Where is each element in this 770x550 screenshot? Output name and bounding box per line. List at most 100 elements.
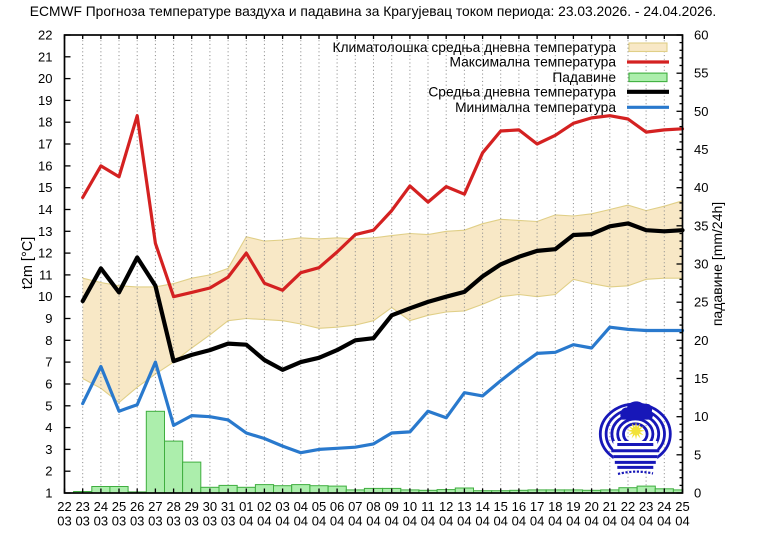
- svg-text:40: 40: [694, 180, 708, 195]
- svg-text:17: 17: [530, 499, 544, 514]
- svg-text:03: 03: [57, 514, 71, 529]
- svg-text:22: 22: [621, 499, 635, 514]
- svg-text:55: 55: [694, 66, 708, 81]
- svg-text:04: 04: [621, 514, 635, 529]
- svg-text:27: 27: [148, 499, 162, 514]
- svg-text:21: 21: [38, 49, 52, 64]
- svg-text:04: 04: [584, 514, 598, 529]
- svg-text:04: 04: [294, 499, 308, 514]
- svg-text:03: 03: [130, 514, 144, 529]
- svg-text:8: 8: [45, 333, 52, 348]
- svg-text:04: 04: [675, 514, 689, 529]
- svg-text:30: 30: [203, 499, 217, 514]
- svg-text:03: 03: [221, 514, 235, 529]
- svg-text:06: 06: [330, 499, 344, 514]
- svg-text:02: 02: [257, 499, 271, 514]
- svg-text:04: 04: [548, 514, 562, 529]
- svg-text:03: 03: [112, 514, 126, 529]
- svg-text:22: 22: [57, 499, 71, 514]
- svg-text:03: 03: [275, 499, 289, 514]
- svg-text:24: 24: [94, 499, 108, 514]
- svg-text:15: 15: [38, 180, 52, 195]
- svg-text:31: 31: [221, 499, 235, 514]
- svg-text:04: 04: [530, 514, 544, 529]
- svg-text:09: 09: [384, 499, 398, 514]
- svg-text:60: 60: [694, 28, 708, 43]
- svg-text:11: 11: [421, 499, 435, 514]
- svg-text:9: 9: [45, 311, 52, 326]
- svg-text:20: 20: [584, 499, 598, 514]
- svg-text:04: 04: [403, 514, 417, 529]
- svg-text:04: 04: [312, 514, 326, 529]
- svg-text:16: 16: [512, 499, 526, 514]
- svg-text:ECMWF Прогноза температуре ваз: ECMWF Прогноза температуре ваздуха и пад…: [30, 4, 716, 19]
- svg-text:18: 18: [548, 499, 562, 514]
- svg-text:Минимална температура: Минимална температура: [455, 100, 616, 115]
- svg-text:3: 3: [45, 442, 52, 457]
- svg-text:25: 25: [675, 499, 689, 514]
- svg-text:19: 19: [566, 499, 580, 514]
- svg-text:04: 04: [366, 514, 380, 529]
- svg-text:7: 7: [45, 355, 52, 370]
- svg-text:падавине [mm/24h]: падавине [mm/24h]: [709, 202, 725, 326]
- svg-text:04: 04: [330, 514, 344, 529]
- svg-text:50: 50: [694, 104, 708, 119]
- svg-text:01: 01: [239, 499, 253, 514]
- svg-text:04: 04: [239, 514, 253, 529]
- svg-text:20: 20: [38, 71, 52, 86]
- svg-text:30: 30: [694, 257, 708, 272]
- svg-text:5: 5: [694, 447, 701, 462]
- svg-text:Падавине: Падавине: [552, 70, 616, 85]
- svg-text:04: 04: [603, 514, 617, 529]
- svg-text:04: 04: [421, 514, 435, 529]
- svg-text:Максимална температура: Максимална температура: [449, 55, 616, 70]
- svg-text:04: 04: [639, 514, 653, 529]
- svg-text:04: 04: [493, 514, 507, 529]
- svg-text:5: 5: [45, 398, 52, 413]
- svg-text:04: 04: [657, 514, 671, 529]
- svg-text:12: 12: [439, 499, 453, 514]
- svg-text:10: 10: [694, 409, 708, 424]
- svg-text:1: 1: [45, 486, 52, 501]
- svg-text:0: 0: [694, 486, 701, 501]
- svg-text:19: 19: [38, 93, 52, 108]
- svg-text:6: 6: [45, 377, 52, 392]
- svg-text:26: 26: [130, 499, 144, 514]
- svg-text:04: 04: [384, 514, 398, 529]
- svg-text:10: 10: [38, 289, 52, 304]
- svg-text:2: 2: [45, 464, 52, 479]
- svg-text:15: 15: [694, 371, 708, 386]
- svg-text:20: 20: [694, 333, 708, 348]
- svg-text:18: 18: [38, 115, 52, 130]
- svg-text:35: 35: [694, 218, 708, 233]
- svg-text:14: 14: [475, 499, 489, 514]
- svg-text:25: 25: [112, 499, 126, 514]
- svg-text:03: 03: [166, 514, 180, 529]
- svg-text:04: 04: [275, 514, 289, 529]
- svg-text:14: 14: [38, 202, 52, 217]
- svg-text:Средња дневна температура: Средња дневна температура: [428, 84, 616, 99]
- svg-text:10: 10: [403, 499, 417, 514]
- svg-text:t2m [°C]: t2m [°C]: [20, 237, 36, 290]
- svg-text:03: 03: [75, 514, 89, 529]
- svg-text:13: 13: [38, 224, 52, 239]
- svg-text:45: 45: [694, 142, 708, 157]
- svg-text:15: 15: [493, 499, 507, 514]
- svg-text:08: 08: [366, 499, 380, 514]
- svg-text:04: 04: [512, 514, 526, 529]
- svg-text:12: 12: [38, 246, 52, 261]
- svg-text:03: 03: [148, 514, 162, 529]
- svg-text:11: 11: [39, 267, 53, 282]
- svg-text:04: 04: [475, 514, 489, 529]
- svg-text:04: 04: [257, 514, 271, 529]
- svg-text:22: 22: [38, 28, 52, 43]
- svg-text:04: 04: [439, 514, 453, 529]
- svg-text:04: 04: [348, 514, 362, 529]
- svg-text:03: 03: [94, 514, 108, 529]
- svg-text:29: 29: [184, 499, 198, 514]
- svg-text:05: 05: [312, 499, 326, 514]
- svg-text:23: 23: [75, 499, 89, 514]
- svg-text:16: 16: [38, 158, 52, 173]
- svg-text:Климатолошка средња дневна тем: Климатолошка средња дневна температура: [332, 40, 616, 55]
- svg-text:24: 24: [657, 499, 671, 514]
